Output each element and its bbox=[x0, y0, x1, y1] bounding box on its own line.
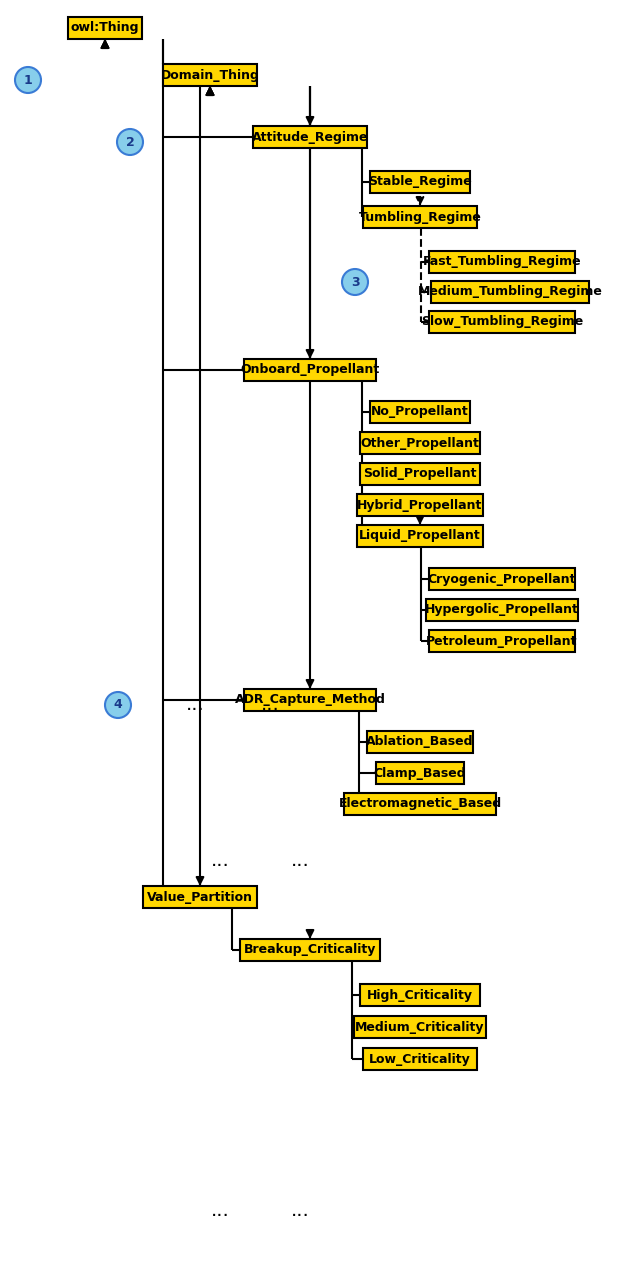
FancyBboxPatch shape bbox=[344, 793, 496, 815]
Text: Value_Partition: Value_Partition bbox=[147, 891, 253, 904]
Text: 2: 2 bbox=[125, 136, 134, 148]
FancyBboxPatch shape bbox=[429, 569, 575, 590]
Text: Attitude_Regime: Attitude_Regime bbox=[252, 131, 368, 143]
Text: Stable_Regime: Stable_Regime bbox=[368, 175, 472, 189]
FancyBboxPatch shape bbox=[426, 599, 578, 621]
Text: 1: 1 bbox=[24, 74, 33, 86]
FancyBboxPatch shape bbox=[376, 761, 463, 784]
Text: Other_Propellant: Other_Propellant bbox=[360, 437, 479, 449]
Text: Slow_Tumbling_Regime: Slow_Tumbling_Regime bbox=[421, 316, 583, 329]
Ellipse shape bbox=[15, 67, 41, 93]
Text: High_Criticality: High_Criticality bbox=[367, 989, 473, 1001]
Text: owl:Thing: owl:Thing bbox=[71, 22, 140, 34]
FancyBboxPatch shape bbox=[360, 463, 480, 485]
Text: Solid_Propellant: Solid_Propellant bbox=[364, 467, 477, 481]
FancyBboxPatch shape bbox=[367, 731, 474, 753]
Text: ...: ... bbox=[211, 850, 229, 869]
Text: Petroleum_Propellant: Petroleum_Propellant bbox=[426, 634, 578, 647]
Text: ...: ... bbox=[291, 1200, 309, 1220]
FancyBboxPatch shape bbox=[431, 280, 589, 303]
FancyBboxPatch shape bbox=[360, 983, 480, 1006]
Text: Electromagnetic_Based: Electromagnetic_Based bbox=[339, 797, 502, 811]
FancyBboxPatch shape bbox=[163, 63, 257, 86]
Text: Ablation_Based: Ablation_Based bbox=[366, 736, 474, 749]
Text: ADR_Capture_Method: ADR_Capture_Method bbox=[235, 693, 385, 707]
Text: Fast_Tumbling_Regime: Fast_Tumbling_Regime bbox=[422, 255, 581, 269]
Text: Hybrid_Propellant: Hybrid_Propellant bbox=[357, 499, 483, 511]
Text: Tumbling_Regime: Tumbling_Regime bbox=[358, 211, 481, 223]
FancyBboxPatch shape bbox=[244, 689, 376, 711]
FancyBboxPatch shape bbox=[364, 206, 477, 228]
FancyBboxPatch shape bbox=[357, 525, 483, 547]
FancyBboxPatch shape bbox=[244, 359, 376, 381]
Text: Low_Criticality: Low_Criticality bbox=[369, 1052, 471, 1066]
FancyBboxPatch shape bbox=[429, 311, 575, 332]
Text: 4: 4 bbox=[114, 698, 122, 712]
Ellipse shape bbox=[105, 692, 131, 718]
Text: ...: ... bbox=[211, 1200, 229, 1220]
Ellipse shape bbox=[117, 129, 143, 155]
FancyBboxPatch shape bbox=[241, 939, 380, 961]
Text: No_Propellant: No_Propellant bbox=[371, 406, 469, 419]
Text: Medium_Criticality: Medium_Criticality bbox=[355, 1020, 484, 1033]
Text: Clamp_Based: Clamp_Based bbox=[374, 766, 467, 779]
Text: Hypergolic_Propellant: Hypergolic_Propellant bbox=[425, 604, 579, 617]
Text: Breakup_Criticality: Breakup_Criticality bbox=[244, 943, 376, 957]
FancyBboxPatch shape bbox=[429, 251, 575, 273]
Text: Domain_Thing: Domain_Thing bbox=[161, 69, 259, 81]
Text: ...: ... bbox=[186, 695, 204, 714]
FancyBboxPatch shape bbox=[354, 1016, 486, 1038]
FancyBboxPatch shape bbox=[360, 431, 480, 454]
FancyBboxPatch shape bbox=[143, 886, 257, 909]
FancyBboxPatch shape bbox=[68, 16, 142, 39]
FancyBboxPatch shape bbox=[253, 126, 367, 148]
Text: ...: ... bbox=[291, 850, 309, 869]
Text: Onboard_Propellant: Onboard_Propellant bbox=[241, 363, 380, 377]
Text: Medium_Tumbling_Regime: Medium_Tumbling_Regime bbox=[417, 286, 602, 298]
Text: ...: ... bbox=[260, 695, 280, 714]
FancyBboxPatch shape bbox=[370, 171, 470, 193]
Text: Cryogenic_Propellant: Cryogenic_Propellant bbox=[428, 572, 576, 585]
FancyBboxPatch shape bbox=[357, 494, 483, 516]
Text: Liquid_Propellant: Liquid_Propellant bbox=[359, 529, 481, 543]
FancyBboxPatch shape bbox=[364, 1048, 477, 1070]
FancyBboxPatch shape bbox=[429, 629, 575, 652]
FancyBboxPatch shape bbox=[370, 401, 470, 423]
Ellipse shape bbox=[342, 269, 368, 294]
Text: 3: 3 bbox=[351, 275, 359, 288]
